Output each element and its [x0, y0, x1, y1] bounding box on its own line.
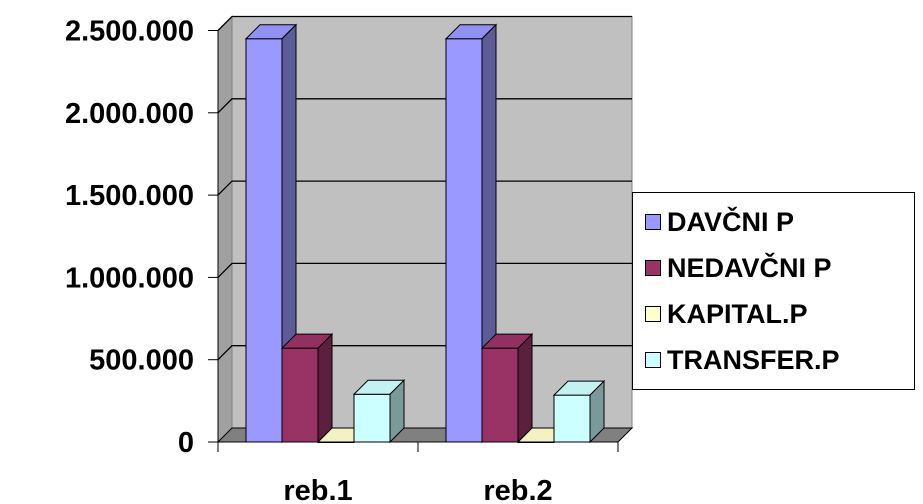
legend-swatch: [645, 306, 661, 322]
legend-swatch: [645, 352, 661, 368]
legend-label: TRANSFER.P: [667, 344, 840, 375]
bar: [352, 379, 406, 444]
legend-swatch: [645, 214, 661, 230]
legend-item: DAVČNI P: [645, 202, 794, 242]
legend-label: KAPITAL.P: [667, 298, 808, 329]
bar: [280, 332, 334, 444]
y-axis-ticks: 0 500.000 1.000.000 1.500.000 2.000.000 2.500…: [65, 16, 619, 459]
legend: DAVČNI P NEDAVČNI P KAPITAL.P TRANSFER.P: [632, 192, 915, 390]
legend-swatch: [645, 260, 661, 276]
x-axis-labels: reb.1 reb.2: [283, 475, 552, 504]
bar: [244, 23, 298, 444]
bar: [480, 332, 534, 444]
gridline: [217, 262, 632, 278]
gridline: [217, 15, 632, 31]
x-category-label: reb.2: [483, 475, 552, 504]
gridline: [217, 180, 632, 196]
legend-item: TRANSFER.P: [645, 340, 840, 380]
x-category-label: reb.1: [283, 475, 352, 504]
y-tick-label: 1.000.000: [65, 262, 194, 294]
bar: [552, 379, 606, 444]
side-wall: [217, 15, 233, 444]
y-tick-label: 2.000.000: [65, 98, 194, 130]
legend-label: NEDAVČNI P: [667, 252, 832, 283]
bars: [244, 23, 606, 444]
y-tick-label: 2.500.000: [65, 16, 194, 48]
y-tick-label: 0: [178, 427, 194, 459]
legend-item: KAPITAL.P: [645, 294, 808, 334]
y-tick-label: 500.000: [89, 345, 194, 377]
legend-item: NEDAVČNI P: [645, 248, 832, 288]
legend-label: DAVČNI P: [667, 206, 795, 237]
y-tick-label: 1.500.000: [65, 180, 194, 212]
gridline: [217, 98, 632, 114]
